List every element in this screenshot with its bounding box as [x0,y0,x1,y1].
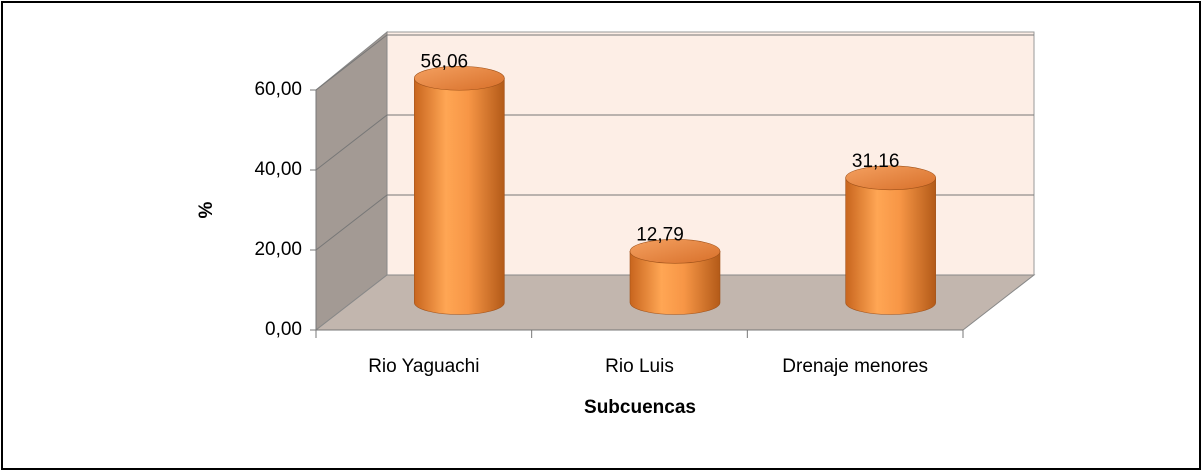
bar [629,251,721,315]
bar-top [629,239,721,264]
y-tick-label: 60,00 [254,79,302,100]
y-tick-label: 20,00 [254,239,302,260]
bar [845,177,936,315]
y-tick-label: 40,00 [254,159,302,180]
y-tick-label: 0,00 [265,319,302,340]
grid-line [315,34,388,91]
bar-top [414,65,505,91]
value-label: 56,06 [421,51,469,72]
x-tick-label: Rio Luis [605,356,674,377]
y-axis-title: % [196,201,217,218]
value-label: 31,16 [852,151,900,172]
x-tick-label: Drenaje menores [782,356,928,377]
bar [414,77,505,315]
x-tick-label: Rio Yaguachi [368,356,479,377]
grid-line [315,114,388,171]
value-label: 12,79 [636,224,684,245]
grid-line [315,194,388,251]
bar-top [845,165,936,191]
x-axis-title: Subcuencas [584,397,696,418]
